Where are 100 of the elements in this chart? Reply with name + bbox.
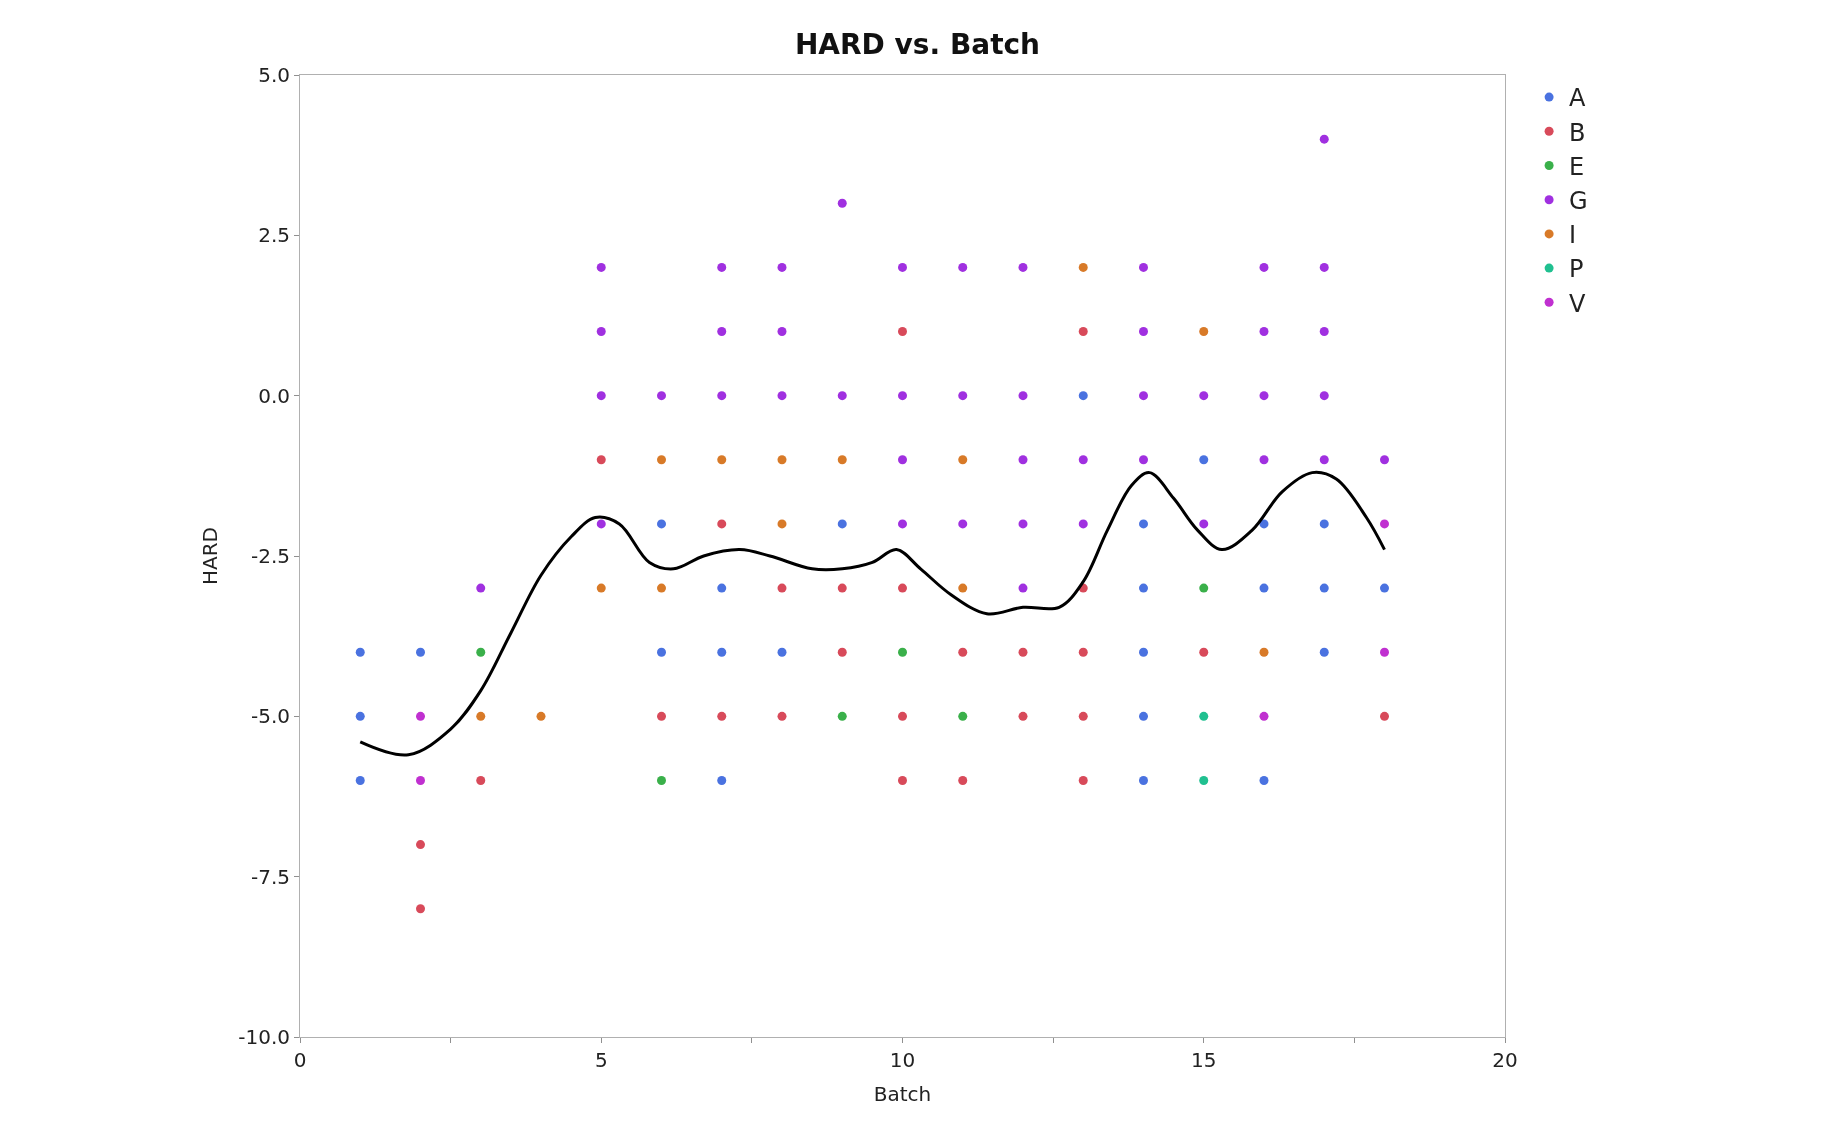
x-axis-title: Batch	[873, 1081, 932, 1106]
point	[1139, 455, 1148, 465]
point	[1199, 327, 1209, 337]
point	[657, 583, 666, 593]
point	[1319, 583, 1329, 593]
point	[1259, 775, 1269, 785]
point	[657, 391, 666, 401]
point	[958, 391, 968, 401]
point	[1380, 455, 1389, 465]
point	[596, 455, 606, 465]
point	[1139, 583, 1148, 593]
point	[1259, 391, 1269, 401]
point	[958, 455, 968, 465]
point	[898, 327, 907, 337]
point	[1259, 647, 1269, 657]
point	[1078, 519, 1088, 529]
point	[1319, 647, 1329, 657]
point	[958, 262, 968, 272]
point	[1319, 134, 1329, 144]
point	[777, 711, 787, 721]
point	[837, 455, 847, 465]
point	[1199, 455, 1209, 465]
y-tick-label: 0.0	[258, 383, 290, 408]
point	[1319, 391, 1329, 401]
point	[1139, 327, 1148, 337]
point	[837, 391, 847, 401]
y-tick-label: 2.5	[258, 223, 290, 248]
point	[958, 775, 968, 785]
point	[777, 391, 787, 401]
point	[898, 519, 907, 529]
y-tick-label: -7.5	[250, 864, 290, 889]
x-tick-label: 10	[889, 1048, 916, 1072]
point	[717, 775, 727, 785]
y-tick-label: -10.0	[238, 1025, 290, 1049]
point	[717, 262, 727, 272]
point	[717, 647, 727, 657]
point	[416, 711, 425, 721]
point	[355, 775, 365, 785]
legend-label: P	[1569, 255, 1584, 284]
point	[777, 262, 787, 272]
point	[657, 711, 666, 721]
point	[1319, 262, 1329, 272]
point	[657, 775, 666, 785]
point	[1078, 262, 1088, 272]
point	[1078, 647, 1088, 657]
x-tick-label: 15	[1191, 1048, 1217, 1072]
point	[777, 327, 787, 337]
point	[717, 327, 727, 337]
point	[1199, 775, 1209, 785]
x-tick-label: 5	[594, 1048, 608, 1072]
point	[958, 711, 968, 721]
point	[777, 455, 787, 465]
legend-label: E	[1569, 152, 1585, 181]
point	[355, 647, 365, 657]
point	[958, 583, 968, 593]
point	[1380, 711, 1389, 721]
legend-label: I	[1569, 221, 1577, 250]
point	[476, 775, 486, 785]
point	[1380, 647, 1389, 657]
point	[416, 775, 425, 785]
point	[1199, 647, 1209, 657]
point	[898, 583, 907, 593]
point	[958, 519, 968, 529]
point	[1139, 711, 1148, 721]
point	[1018, 711, 1028, 721]
point	[596, 327, 606, 337]
point	[596, 391, 606, 401]
point	[1259, 583, 1269, 593]
point	[355, 711, 365, 721]
point	[1319, 519, 1329, 529]
point	[898, 391, 907, 401]
point	[1139, 647, 1148, 657]
point	[898, 647, 907, 657]
x-tick-label: 0	[293, 1048, 307, 1072]
point	[717, 519, 727, 529]
point	[1018, 519, 1028, 529]
x-tick-label: 20	[1492, 1048, 1518, 1072]
point	[1199, 391, 1209, 401]
point	[1139, 262, 1148, 272]
point	[777, 519, 787, 529]
chart-title: HARD vs. Batch	[794, 28, 1041, 62]
point	[1139, 391, 1148, 401]
y-tick-label: -2.5	[250, 544, 290, 568]
point	[1380, 519, 1389, 529]
point	[1319, 327, 1329, 337]
point	[717, 455, 727, 465]
legend-label: V	[1569, 289, 1587, 318]
point	[777, 647, 787, 657]
legend-label: G	[1569, 187, 1588, 216]
point	[898, 262, 907, 272]
point	[837, 519, 847, 529]
point	[1018, 455, 1028, 465]
point	[657, 455, 666, 465]
point	[1259, 711, 1269, 721]
point	[657, 647, 666, 657]
point	[898, 711, 907, 721]
point	[416, 647, 425, 657]
point	[1259, 327, 1269, 337]
point	[596, 583, 606, 593]
point	[1199, 583, 1209, 593]
